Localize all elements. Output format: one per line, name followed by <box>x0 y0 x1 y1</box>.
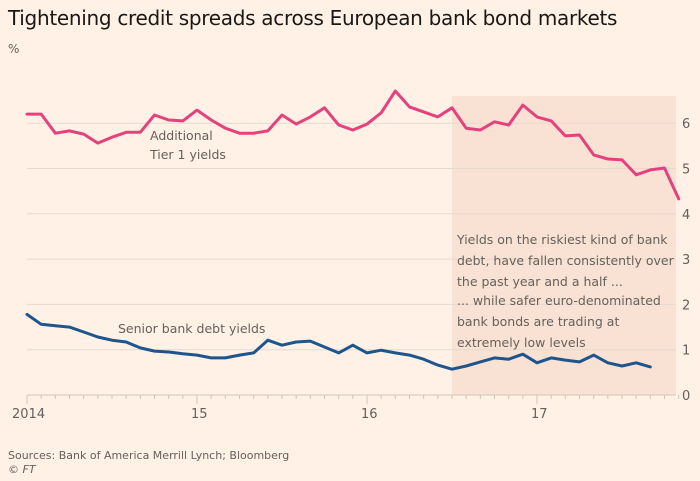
y-tick-label: 3 <box>682 253 690 268</box>
annotation-line: the past year and a half ... <box>457 274 623 289</box>
y-tick-label: 4 <box>682 208 690 223</box>
gridlines <box>27 122 676 351</box>
y-tick-label: 5 <box>682 163 690 178</box>
annotation-line: bank bonds are trading at <box>457 314 620 329</box>
y-tick-label: 0 <box>682 389 690 404</box>
source-note: Sources: Bank of America Merrill Lynch; … <box>8 449 290 462</box>
annotation-line: Yields on the riskiest kind of bank <box>457 232 668 247</box>
series-label: Additional <box>150 128 213 143</box>
senior-annotation: ... while safer euro-denominated bank bon… <box>457 290 661 353</box>
y-axis-unit: % <box>8 42 20 56</box>
x-tick-label: 17 <box>531 407 548 422</box>
x-tick-label: 16 <box>361 407 378 422</box>
x-tick-label: 15 <box>191 407 208 422</box>
series-label: Senior bank debt yields <box>118 321 265 336</box>
y-tick-label: 2 <box>682 298 690 313</box>
highlight-period <box>452 96 676 396</box>
atl-annotation: Yields on the riskiest kind of bank debt,… <box>457 229 674 292</box>
series-lines <box>25 89 681 371</box>
chart-title: Tightening credit spreads across Europea… <box>8 6 618 30</box>
annotation-line: extremely low levels <box>457 335 586 350</box>
x-tick-label: 2014 <box>12 407 45 422</box>
series-label: Tier 1 yields <box>149 147 226 162</box>
annotation-line: ... while safer euro-denominated <box>457 293 661 308</box>
x-axis: 2014 15 16 17 <box>12 394 680 422</box>
series-labels: Additional Tier 1 yields Senior bank debt … <box>118 128 265 336</box>
annotation-line: debt, have fallen consistently over <box>457 253 674 268</box>
y-tick-label: 1 <box>682 344 690 359</box>
y-tick-label: 6 <box>682 117 690 132</box>
y-axis: 0 1 2 3 4 5 6 <box>682 117 690 404</box>
copyright: © FT <box>8 463 36 476</box>
